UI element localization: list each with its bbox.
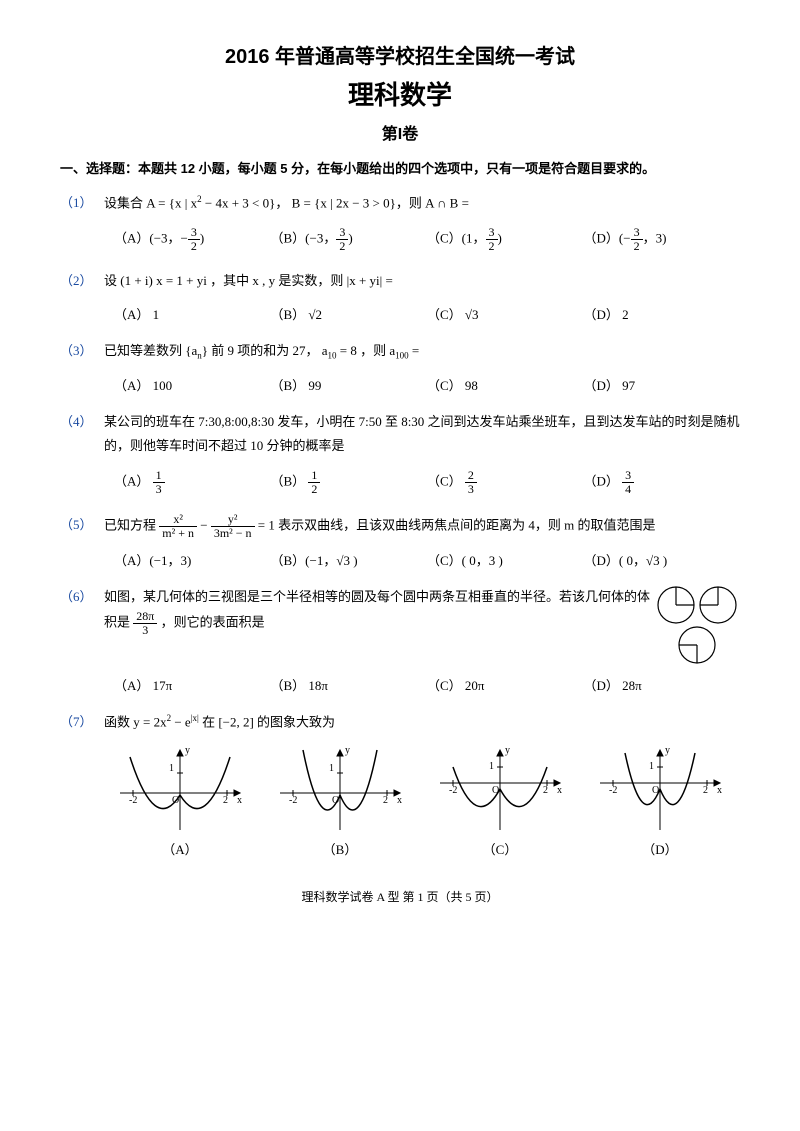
option-a: （A）(−1，3)	[114, 550, 271, 569]
question-stem: 已知等差数列 {an} 前 9 项的和为 27， a10 = 8 ，则 a100…	[104, 339, 740, 365]
question-6-options: （A） 17π （B） 18π （C） 20π （D） 28π	[114, 675, 740, 694]
question-number: （6）	[60, 585, 104, 665]
svg-text:y: y	[665, 745, 670, 756]
page-footer: 理科数学试卷 A 型 第 1 页（共 5 页）	[60, 888, 740, 905]
svg-text:-2: -2	[449, 785, 457, 796]
question-7: （7） 函数 y = 2x2 − e|x| 在 [−2, 2] 的图象大致为	[60, 710, 740, 735]
graph-d: y x O 1 -2 2 （D）	[595, 745, 725, 858]
svg-text:y: y	[345, 745, 350, 756]
question-number: （7）	[60, 710, 104, 735]
graph-c: y x O 1 -2 2 （C）	[435, 745, 565, 858]
option-b: （B）(−1，√3 )	[271, 550, 428, 569]
svg-text:-2: -2	[609, 785, 617, 796]
svg-text:y: y	[505, 745, 510, 756]
graph-b: y x O 1 -2 2 （B）	[275, 745, 405, 858]
graph-a: y x O 1 -2 2 （A）	[115, 745, 245, 858]
svg-text:-2: -2	[289, 795, 297, 806]
question-stem: 函数 y = 2x2 − e|x| 在 [−2, 2] 的图象大致为	[104, 710, 740, 735]
option-c: （C）(1，32)	[427, 226, 584, 253]
question-stem: 已知方程 x²m² + n − y²3m² − n = 1 表示双曲线，且该双曲…	[104, 513, 740, 540]
svg-text:2: 2	[383, 795, 388, 806]
option-d-label: （D）	[595, 839, 725, 858]
question-3: （3） 已知等差数列 {an} 前 9 项的和为 27， a10 = 8 ，则 …	[60, 339, 740, 365]
option-c-label: （C）	[435, 839, 565, 858]
question-1-options: （A）(−3，−32) （B）(−3，32) （C）(1，32) （D）(−32…	[114, 226, 740, 253]
exam-title-line2: 理科数学	[60, 75, 740, 112]
option-c: （C） 98	[427, 375, 584, 394]
question-2-options: （A） 1 （B） √2 （C） √3 （D） 2	[114, 304, 740, 323]
question-5-options: （A）(−1，3) （B）(−1，√3 ) （C）( 0，3 ) （D）( 0，…	[114, 550, 740, 569]
svg-text:x: x	[557, 785, 562, 796]
question-number: （3）	[60, 339, 104, 365]
question-number: （1）	[60, 191, 104, 216]
option-b-label: （B）	[275, 839, 405, 858]
svg-text:O: O	[652, 785, 659, 796]
exam-title-line3: 第I卷	[60, 120, 740, 144]
question-6: （6） 如图，某几何体的三视图是三个半径相等的圆及每个圆中两条互相垂直的半径。若…	[60, 585, 740, 665]
option-c: （C）( 0，3 )	[427, 550, 584, 569]
text: 设集合 A = {x | x	[104, 195, 197, 210]
option-b: （B）(−3，32)	[271, 226, 428, 253]
question-stem: 某公司的班车在 7:30,8:00,8:30 发车，小明在 7:50 至 8:3…	[104, 410, 740, 459]
option-b: （B） 99	[271, 375, 428, 394]
option-c: （C） 20π	[427, 675, 584, 694]
section-heading: 一、选择题：本题共 12 小题，每小题 5 分，在每小题给出的四个选项中，只有一…	[60, 158, 740, 177]
svg-text:2: 2	[543, 785, 548, 796]
three-views-diagram	[656, 585, 740, 665]
option-c: （C） 23	[427, 469, 584, 496]
svg-text:2: 2	[223, 795, 228, 806]
svg-text:O: O	[172, 795, 179, 806]
option-b: （B） 18π	[271, 675, 428, 694]
option-d: （D）(−32，3)	[584, 226, 741, 253]
exam-title-line1: 2016 年普通高等学校招生全国统一考试	[60, 40, 740, 69]
option-d: （D） 97	[584, 375, 741, 394]
svg-text:1: 1	[169, 763, 174, 774]
question-stem: 设 (1 + i) x = 1 + yi ，其中 x , y 是实数，则 |x …	[104, 269, 740, 294]
option-d: （D） 28π	[584, 675, 741, 694]
option-a: （A） 13	[114, 469, 271, 496]
question-stem: 如图，某几何体的三视图是三个半径相等的圆及每个圆中两条互相垂直的半径。若该几何体…	[104, 585, 740, 665]
option-d: （D）( 0，√3 )	[584, 550, 741, 569]
question-4: （4） 某公司的班车在 7:30,8:00,8:30 发车，小明在 7:50 至…	[60, 410, 740, 459]
question-stem: 设集合 A = {x | x2 − 4x + 3 < 0}， B = {x | …	[104, 191, 740, 216]
option-d: （D） 34	[584, 469, 741, 496]
option-a: （A）(−3，−32)	[114, 226, 271, 253]
question-number: （5）	[60, 513, 104, 540]
svg-text:-2: -2	[129, 795, 137, 806]
question-4-options: （A） 13 （B） 12 （C） 23 （D） 34	[114, 469, 740, 496]
option-c: （C） √3	[427, 304, 584, 323]
svg-text:O: O	[332, 795, 339, 806]
svg-text:2: 2	[703, 785, 708, 796]
text: − 4x + 3 < 0}， B = {x | 2x − 3 > 0}，则 A …	[202, 195, 469, 210]
svg-text:x: x	[237, 795, 242, 806]
option-b: （B） √2	[271, 304, 428, 323]
option-a: （A） 17π	[114, 675, 271, 694]
option-b: （B） 12	[271, 469, 428, 496]
question-5: （5） 已知方程 x²m² + n − y²3m² − n = 1 表示双曲线，…	[60, 513, 740, 540]
svg-text:1: 1	[489, 761, 494, 772]
svg-text:y: y	[185, 745, 190, 756]
question-7-graphs: y x O 1 -2 2 （A） y x O 1 -2 2 （B）	[100, 745, 740, 858]
question-3-options: （A） 100 （B） 99 （C） 98 （D） 97	[114, 375, 740, 394]
svg-text:1: 1	[649, 761, 654, 772]
svg-text:x: x	[717, 785, 722, 796]
option-a-label: （A）	[115, 839, 245, 858]
question-1: （1） 设集合 A = {x | x2 − 4x + 3 < 0}， B = {…	[60, 191, 740, 216]
option-d: （D） 2	[584, 304, 741, 323]
svg-text:x: x	[397, 795, 402, 806]
option-a: （A） 100	[114, 375, 271, 394]
question-2: （2） 设 (1 + i) x = 1 + yi ，其中 x , y 是实数，则…	[60, 269, 740, 294]
question-number: （4）	[60, 410, 104, 459]
option-a: （A） 1	[114, 304, 271, 323]
svg-text:1: 1	[329, 763, 334, 774]
question-number: （2）	[60, 269, 104, 294]
svg-text:O: O	[492, 785, 499, 796]
